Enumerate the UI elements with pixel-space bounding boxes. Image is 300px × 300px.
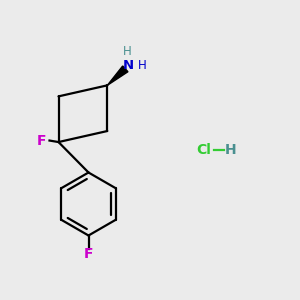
- Text: N: N: [123, 59, 134, 72]
- Text: Cl: Cl: [196, 143, 211, 157]
- Text: H: H: [137, 59, 146, 72]
- Text: F: F: [84, 247, 93, 260]
- Text: F: F: [36, 134, 46, 148]
- Text: H: H: [122, 45, 131, 58]
- Text: H: H: [225, 143, 237, 157]
- Polygon shape: [107, 66, 128, 85]
